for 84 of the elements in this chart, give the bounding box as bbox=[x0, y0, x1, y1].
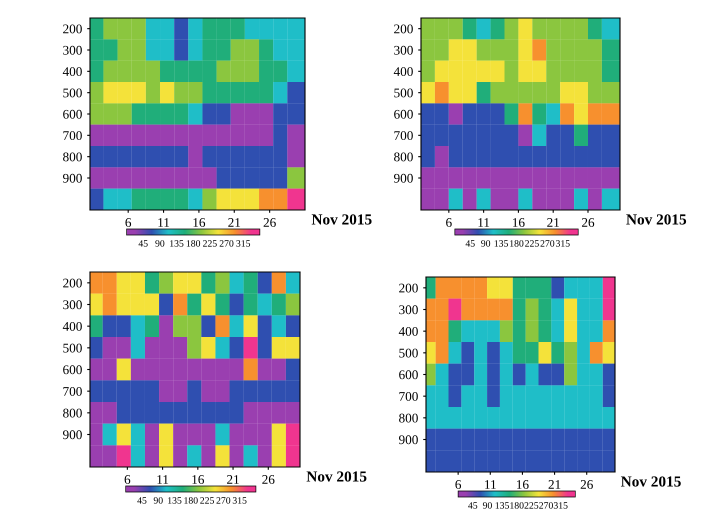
color-bar-label: 45 bbox=[137, 497, 146, 504]
color-bar-label: 135 bbox=[496, 502, 509, 509]
color-bar-label: 135 bbox=[168, 497, 182, 504]
x-tick-label: 26 bbox=[264, 218, 276, 227]
color-bar-label: 180 bbox=[510, 502, 524, 509]
color-bar-label: 180 bbox=[510, 240, 524, 247]
x-axis-title: Nov 2015 bbox=[620, 476, 681, 487]
x-tick-label: 11 bbox=[478, 218, 490, 227]
color-bar-label: 270 bbox=[216, 497, 230, 504]
y-tick-label: 300 bbox=[63, 46, 82, 55]
y-tick-label: 900 bbox=[398, 435, 418, 444]
x-tick-label: 6 bbox=[455, 480, 462, 489]
y-tick-label: 700 bbox=[394, 131, 413, 140]
x-tick-label: 21 bbox=[547, 218, 560, 227]
y-tick-label: 700 bbox=[399, 392, 418, 401]
y-tick-label: 700 bbox=[63, 131, 82, 140]
x-tick-label: 21 bbox=[228, 218, 240, 227]
y-tick-label: 500 bbox=[63, 88, 82, 98]
x-tick-label: 16 bbox=[193, 218, 206, 227]
x-axis-title: Nov 2015 bbox=[306, 471, 366, 482]
color-bar-label: 270 bbox=[220, 240, 234, 247]
y-tick-label: 800 bbox=[399, 414, 418, 423]
y-tick-label: 500 bbox=[399, 348, 418, 358]
y-tick-label: 200 bbox=[394, 24, 413, 34]
color-bar-label: 90 bbox=[154, 497, 163, 504]
y-tick-label: 400 bbox=[62, 67, 82, 76]
x-tick-label: 6 bbox=[446, 218, 452, 227]
y-tick-label: 600 bbox=[394, 110, 413, 119]
y-tick-label: 300 bbox=[394, 46, 413, 55]
y-tick-label: 600 bbox=[399, 370, 418, 380]
y-tick-label: 300 bbox=[63, 300, 82, 310]
y-tick-label: 200 bbox=[63, 24, 82, 34]
color-bar-label: 135 bbox=[170, 240, 184, 247]
y-tick-label: 400 bbox=[394, 67, 413, 76]
x-tick-label: 21 bbox=[548, 480, 560, 489]
y-tick-label: 200 bbox=[399, 284, 418, 293]
y-tick-label: 400 bbox=[398, 326, 418, 336]
color-bar-label: 270 bbox=[539, 502, 553, 509]
color-bar-label: 225 bbox=[203, 240, 217, 247]
y-tick-label: 600 bbox=[63, 110, 82, 119]
y-tick-label: 900 bbox=[62, 430, 82, 440]
y-tick-label: 900 bbox=[394, 174, 413, 183]
x-tick-label: 26 bbox=[580, 480, 593, 489]
x-tick-label: 16 bbox=[516, 480, 529, 489]
x-axis-title: Nov 2015 bbox=[312, 214, 372, 225]
color-bar-label: 45 bbox=[138, 240, 148, 247]
color-bar-label: 45 bbox=[468, 502, 478, 509]
y-tick-label: 500 bbox=[63, 344, 82, 353]
color-bar-label: 135 bbox=[494, 240, 508, 247]
x-tick-label: 11 bbox=[157, 475, 168, 484]
color-bar-label: 90 bbox=[482, 502, 492, 509]
color-bar-label: 270 bbox=[540, 240, 554, 247]
color-bar-label: 315 bbox=[556, 240, 570, 247]
x-tick-label: 16 bbox=[192, 475, 204, 484]
y-tick-label: 300 bbox=[399, 305, 418, 314]
color-bar-label: 45 bbox=[466, 240, 475, 247]
x-tick-label: 26 bbox=[582, 218, 594, 227]
color-bar-label: 225 bbox=[525, 240, 539, 247]
color-bar-label: 90 bbox=[155, 240, 164, 247]
x-tick-label: 21 bbox=[227, 475, 239, 484]
x-tick-label: 11 bbox=[158, 218, 170, 227]
y-tick-label: 900 bbox=[62, 174, 82, 183]
y-tick-label: 800 bbox=[394, 152, 413, 162]
y-tick-label: 800 bbox=[63, 408, 82, 418]
x-axis-title: Nov 2015 bbox=[626, 214, 686, 225]
color-bar-label: 315 bbox=[232, 497, 247, 504]
color-bar-label: 90 bbox=[481, 240, 490, 247]
x-tick-label: 6 bbox=[124, 475, 130, 484]
y-tick-label: 600 bbox=[63, 365, 82, 374]
color-bar-label: 180 bbox=[184, 497, 198, 504]
y-tick-label: 400 bbox=[62, 322, 82, 331]
y-tick-label: 500 bbox=[394, 88, 413, 98]
x-tick-label: 26 bbox=[262, 475, 274, 484]
y-tick-label: 200 bbox=[63, 278, 82, 288]
color-bar-label: 180 bbox=[186, 240, 200, 247]
x-tick-label: 11 bbox=[485, 480, 496, 489]
color-bar-label: 225 bbox=[524, 502, 538, 509]
color-bar-label: 315 bbox=[554, 502, 568, 509]
color-bar-label: 225 bbox=[200, 497, 214, 504]
y-tick-label: 700 bbox=[63, 386, 82, 396]
x-tick-label: 16 bbox=[512, 218, 525, 227]
color-bar-label: 315 bbox=[236, 240, 250, 247]
y-tick-label: 800 bbox=[63, 152, 82, 162]
x-tick-label: 6 bbox=[125, 218, 132, 227]
